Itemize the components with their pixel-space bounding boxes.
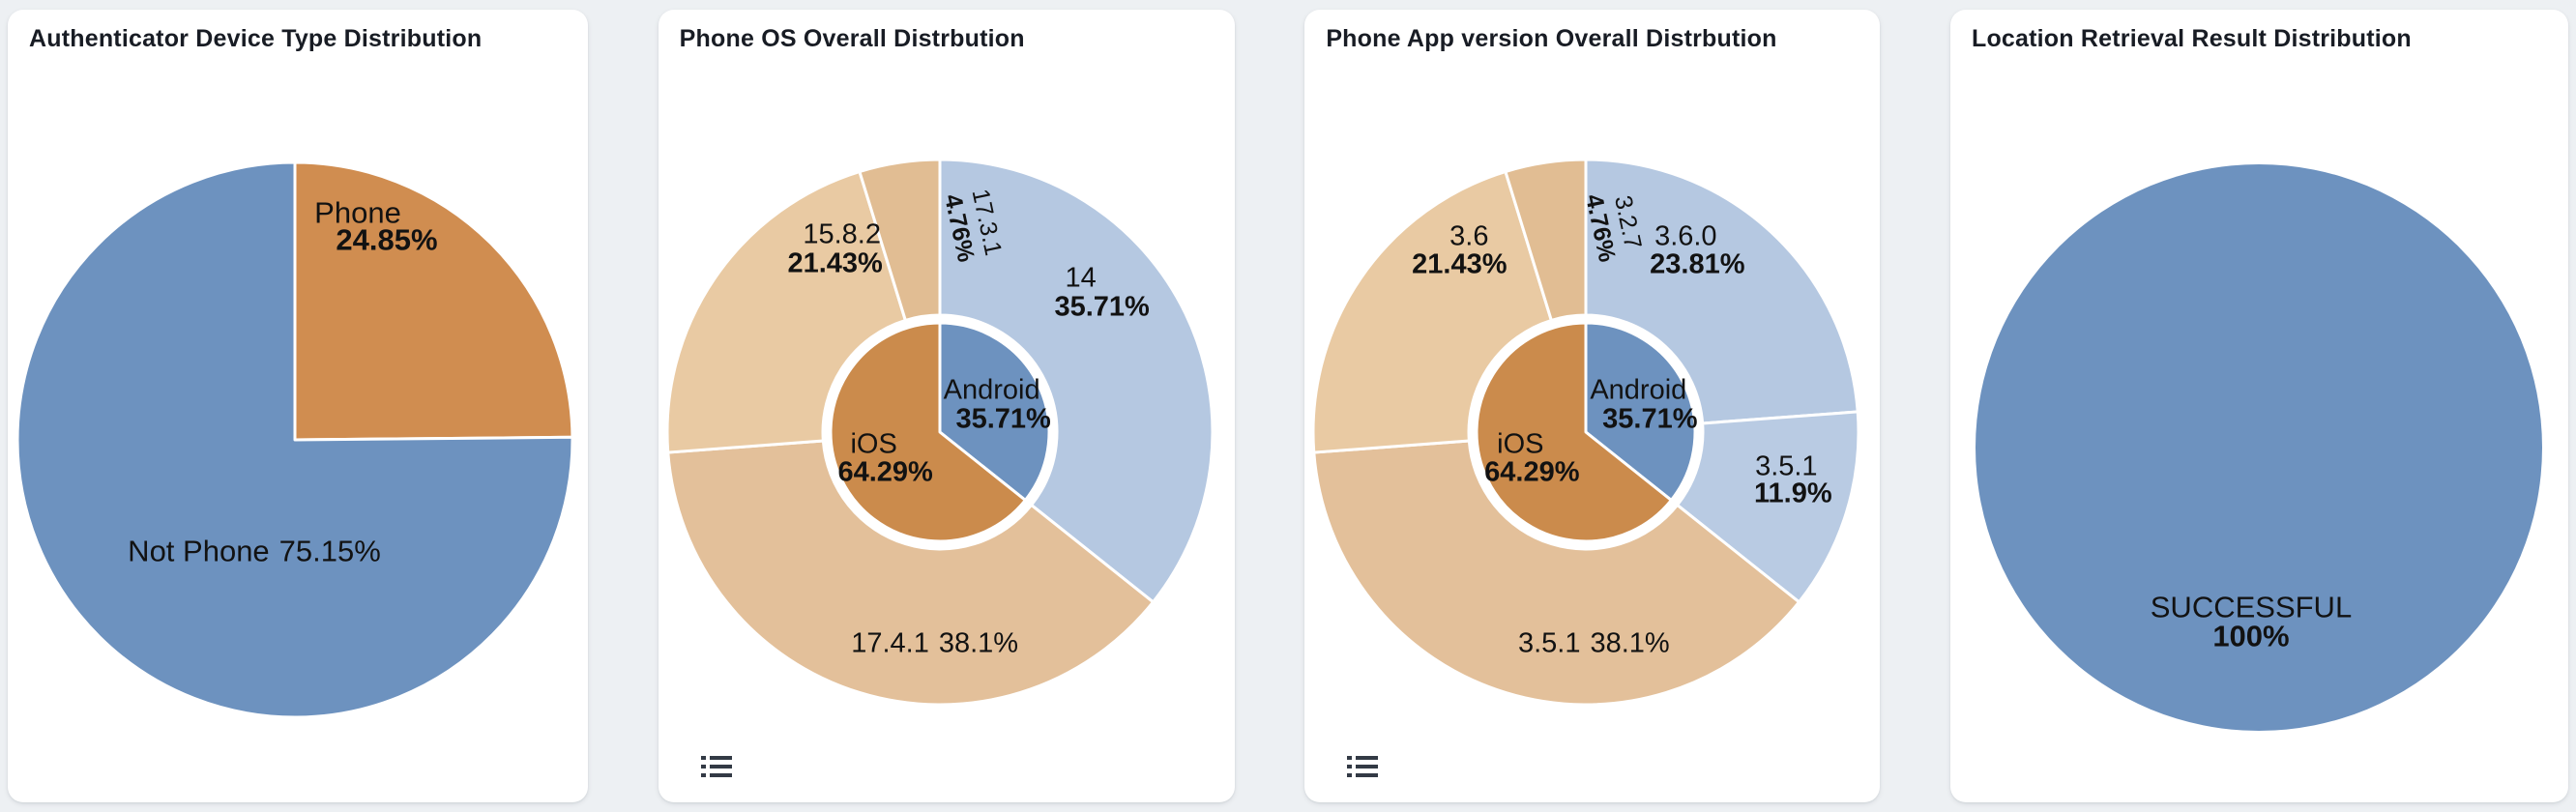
slice-label-android: Android (1590, 374, 1687, 406)
slice-3-5-1[interactable] (1312, 439, 1801, 707)
data-view-list-icon[interactable] (1347, 754, 1379, 779)
slice-label-android: Android (943, 374, 1040, 406)
card-title-phone-os: Phone OS Overall Distrbution (679, 25, 1025, 52)
slice-ios[interactable] (1475, 321, 1674, 543)
slice-not-phone[interactable] (15, 160, 574, 719)
slice-pct-phone: 24.85% (336, 222, 438, 257)
card-title-authenticator-device-type: Authenticator Device Type Distribution (29, 25, 483, 52)
slice-pct-17-4-1: 38.1% (938, 627, 1019, 659)
phone-app-version-sunburst-chart[interactable]: 3.6 21.43% 3.2.7 4.76% 3.6.0 23.81% 3.5.… (1304, 10, 1880, 802)
slice-pct-not-phone: 75.15% (278, 534, 381, 568)
pie-chart-canvas[interactable] (1950, 10, 2568, 802)
slice-label-3-5-1-android: 3.5.1 (1755, 450, 1818, 482)
slice-label-17-4-1: 17.4.1 38.1% (851, 627, 1019, 659)
slice-pct-3-5-1-ios: 38.1% (1590, 627, 1670, 659)
card-phone-os-distribution: Phone OS Overall Distrbution 15.8.2 21.4… (658, 10, 1235, 802)
slice-label-3-5-1-ios-text: 3.5.1 (1517, 627, 1581, 659)
slice-label-14: 14 (1065, 262, 1097, 294)
slice-3-5-1[interactable] (1676, 410, 1860, 604)
slice-successful[interactable] (1975, 164, 2542, 731)
slice-pct-3-6: 21.43% (1412, 248, 1508, 280)
slice-17-3-1[interactable] (858, 158, 942, 322)
slice-label-3-6: 3.6 (1449, 220, 1489, 252)
sunburst-chart-canvas[interactable] (659, 10, 1235, 802)
slice-label-17-4-1-text: 17.4.1 (851, 627, 929, 659)
slice-14[interactable] (938, 158, 1215, 604)
phone-os-sunburst-chart[interactable]: 15.8.2 21.43% 17.3.1 4.76% 14 35.71% And… (659, 10, 1235, 802)
slice-label-ios: iOS (850, 428, 897, 460)
slice-phone[interactable] (293, 160, 574, 442)
slice-label-not-phone: Not Phone 75.15% (128, 536, 381, 566)
slice-ios[interactable] (829, 321, 1027, 543)
data-view-list-icon[interactable] (700, 754, 732, 779)
slice-pct-ios: 64.29% (837, 456, 933, 488)
card-phone-app-version-distribution: Phone App version Overall Distrbution 3.… (1304, 10, 1881, 802)
slice-3-6[interactable] (1311, 170, 1554, 454)
card-title-phone-app-version: Phone App version Overall Distrbution (1326, 25, 1777, 52)
card-title-location-retrieval: Location Retrieval Result Distribution (1971, 25, 2412, 52)
slice-3-2-7[interactable] (1504, 158, 1588, 322)
location-retrieval-pie-chart[interactable]: SUCCESSFUL 100% (1950, 10, 2568, 802)
slice-pct-android: 35.71% (1602, 403, 1698, 435)
slice-label-ios: iOS (1497, 428, 1544, 460)
slice-pct-3-6-0: 23.81% (1650, 248, 1745, 280)
slice-pct-3-5-1-android: 11.9% (1753, 478, 1832, 509)
authenticator-device-type-pie-chart[interactable]: Phone 24.85% Not Phone 75.15% (8, 10, 588, 802)
slice-pct-14: 35.71% (1054, 291, 1150, 323)
slice-label-3-6-0: 3.6.0 (1654, 220, 1717, 252)
slice-android[interactable] (938, 321, 1051, 502)
card-authenticator-device-type: Authenticator Device Type Distribution P… (8, 10, 588, 802)
sunburst-chart-canvas[interactable] (1304, 10, 1880, 802)
slice-pct-15-8-2: 21.43% (787, 247, 883, 279)
slice-label-phone: Phone (314, 195, 401, 230)
slice-label-not-phone-text: Not Phone (128, 534, 270, 568)
pie-chart-canvas[interactable] (8, 10, 588, 802)
slice-label-3-5-1-ios: 3.5.1 38.1% (1517, 627, 1670, 659)
slice-pct-android: 35.71% (955, 403, 1051, 435)
card-location-retrieval-result: Location Retrieval Result Distribution S… (1949, 10, 2568, 802)
slice-android[interactable] (1584, 321, 1697, 502)
slice-15-8-2[interactable] (665, 170, 907, 454)
slice-pct-successful: 100% (2212, 619, 2290, 653)
slice-pct-ios: 64.29% (1484, 456, 1580, 488)
slice-label-15-8-2: 15.8.2 (803, 218, 881, 250)
slice-label-successful: SUCCESSFUL (2150, 590, 2353, 624)
slice-3-6-0[interactable] (1584, 158, 1860, 425)
dashboard-row: Authenticator Device Type Distribution P… (8, 10, 2568, 802)
slice-17-4-1[interactable] (665, 439, 1155, 707)
